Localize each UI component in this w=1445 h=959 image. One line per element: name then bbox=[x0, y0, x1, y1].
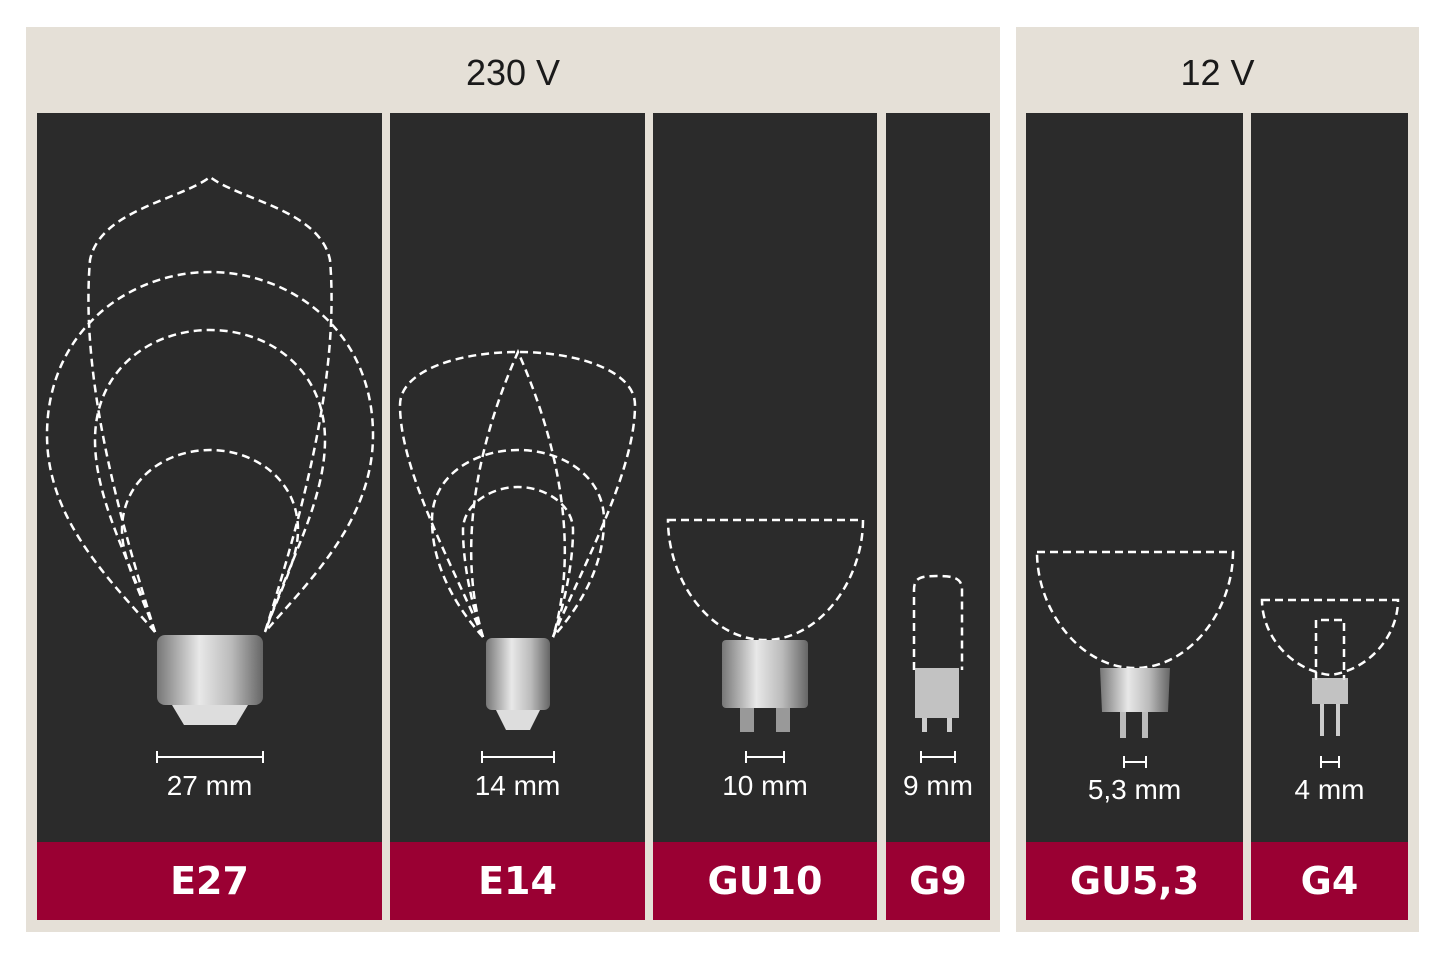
label-gu53: GU5,3 bbox=[1026, 842, 1243, 920]
size-gu10: 10 mm bbox=[653, 770, 877, 802]
label-g9: G9 bbox=[886, 842, 990, 920]
e14-outlines bbox=[400, 352, 635, 637]
gu53-base bbox=[1100, 668, 1170, 738]
size-g4: 4 mm bbox=[1251, 774, 1408, 806]
e27-outlines bbox=[47, 177, 373, 632]
g4-capsule bbox=[1316, 620, 1344, 680]
dimension-bars bbox=[157, 751, 1339, 768]
label-gu10: GU10 bbox=[653, 842, 877, 920]
label-e27: E27 bbox=[37, 842, 382, 920]
gu53-outline bbox=[1037, 552, 1233, 668]
gu10-outline bbox=[668, 520, 863, 640]
e27-base bbox=[157, 635, 263, 725]
size-gu53: 5,3 mm bbox=[1026, 774, 1243, 806]
size-e14: 14 mm bbox=[390, 770, 645, 802]
g4-base bbox=[1312, 678, 1348, 736]
g9-outline bbox=[914, 576, 962, 670]
g4-outline bbox=[1262, 600, 1398, 675]
label-g4: G4 bbox=[1251, 842, 1408, 920]
label-e14: E14 bbox=[390, 842, 645, 920]
size-g9: 9 mm bbox=[886, 770, 990, 802]
gu10-base bbox=[722, 640, 808, 732]
e14-base bbox=[486, 638, 550, 730]
g9-base bbox=[915, 668, 959, 732]
size-e27: 27 mm bbox=[37, 770, 382, 802]
